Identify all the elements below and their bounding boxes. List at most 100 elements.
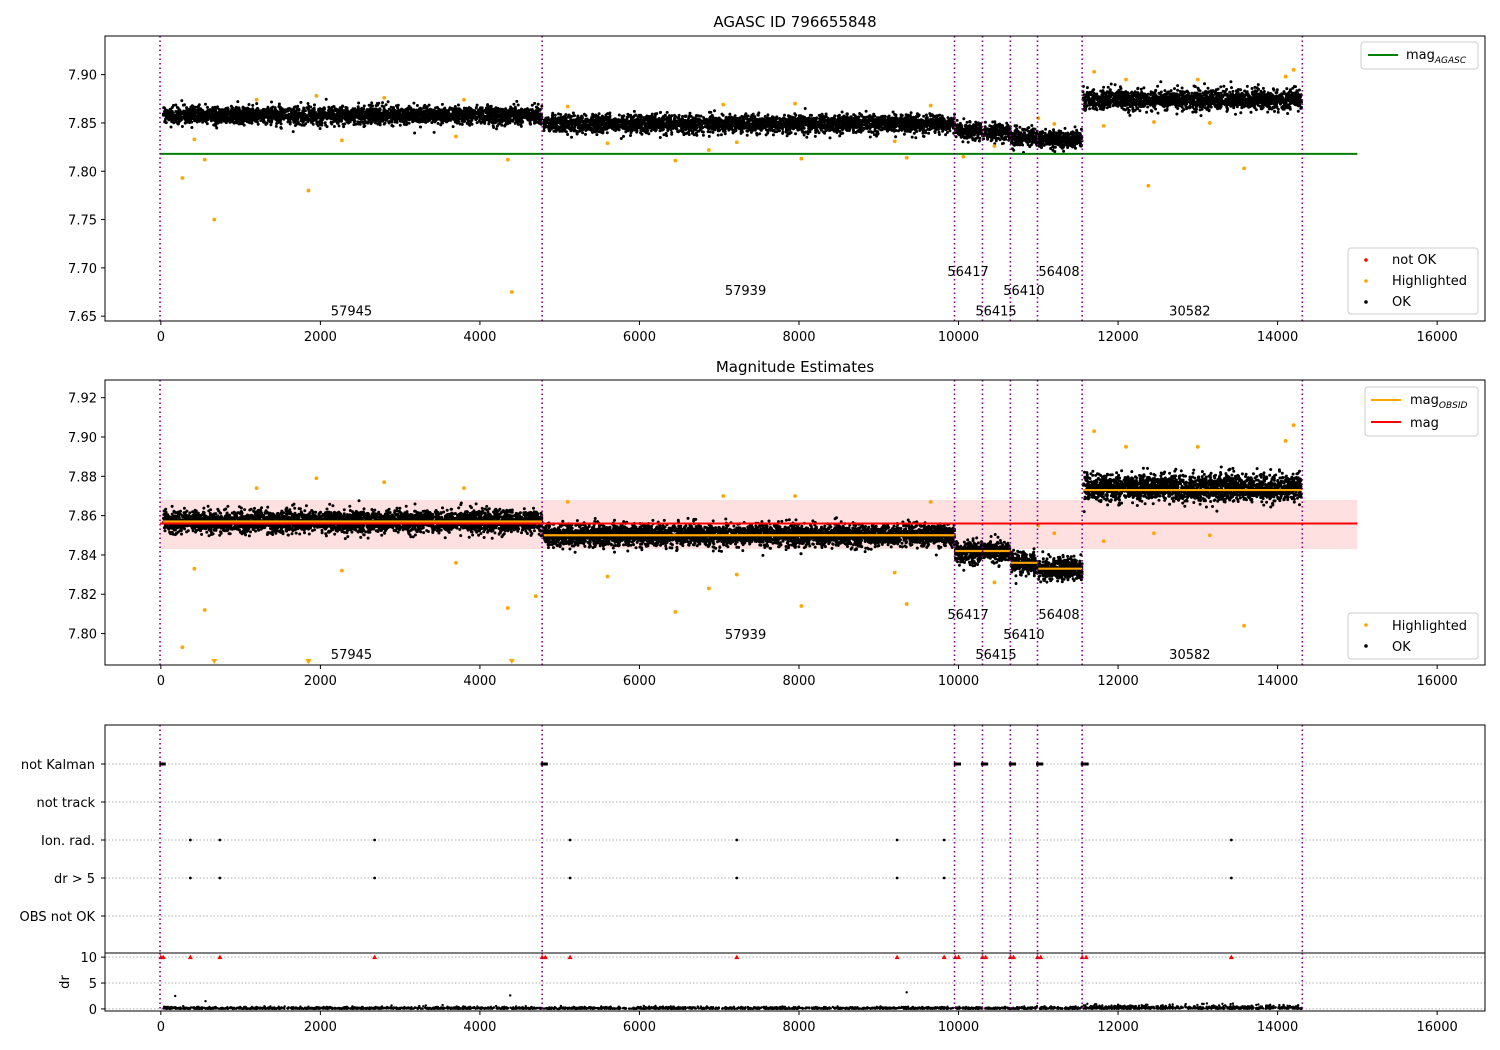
dr-outlier-2: [509, 994, 512, 997]
highlighted-point-14: [892, 139, 897, 144]
highlighted-point-10: [706, 586, 711, 591]
dr5-mark-3: [568, 876, 572, 880]
highlighted-point-14: [904, 602, 909, 606]
y-tick-label-1: 5: [89, 977, 97, 992]
flag-label-2: Ion. rad.: [41, 834, 95, 849]
highlighted-point-23: [254, 97, 259, 102]
highlighted-point-9: [673, 610, 678, 614]
highlighted-point-32: [1052, 122, 1057, 126]
flag-label-0: not Kalman: [21, 758, 95, 773]
ion-rad-mark-7: [1229, 838, 1233, 842]
dr-clipped-3: [217, 954, 223, 960]
legend-not-ok: not OK: [1392, 253, 1437, 268]
clipped-marker-1: [305, 659, 312, 664]
ion-rad-mark-2: [373, 838, 377, 842]
dr-clipped-17: [1034, 954, 1040, 960]
dr5-mark-5: [895, 876, 899, 880]
dr-panel: 0 2000 4000 6000 8000 10000 12000 14000 16000 0 5 1…: [58, 951, 1486, 1035]
ok-points: [162, 465, 1303, 585]
highlighted-point-20: [1152, 120, 1156, 124]
x-tick-label-2: 4000: [463, 1020, 496, 1035]
dr-points: [162, 1002, 1303, 1011]
ion-rad-mark-4: [735, 838, 739, 842]
highlighted-point-0: [180, 645, 185, 650]
obsid-label-0: 57945: [331, 304, 372, 319]
dr-clipped-10: [941, 954, 947, 960]
obsid-label-4: 56410: [1003, 284, 1044, 299]
dr-clipped-6: [542, 954, 548, 960]
ion-rad-mark-1: [218, 838, 222, 842]
highlighted-point-37: [1291, 67, 1296, 72]
dr-outlier-3: [905, 991, 908, 994]
not-kalman-mark-0: [159, 762, 164, 766]
y-tick-label-2: 7.84: [68, 549, 97, 564]
x-tick-label-3: 6000: [623, 330, 656, 345]
x-tick-label-2: 4000: [463, 330, 496, 345]
dr-ylabel: dr: [58, 975, 73, 989]
legend-mag-agasc: magAGASC: [1406, 48, 1467, 66]
x-tick-label-6: 12000: [1097, 330, 1138, 345]
not-kalman-mark-3: [543, 762, 548, 766]
obsid-label-6: 30582: [1169, 648, 1210, 663]
not-kalman-mark-8: [1008, 762, 1013, 766]
x-tick-label-5: 10000: [938, 330, 979, 345]
legend-not-ok-marker: [1364, 258, 1368, 262]
highlighted-point-4: [340, 568, 344, 573]
highlighted-point-0: [180, 176, 185, 180]
obsid-label-4: 56410: [1003, 628, 1044, 643]
highlighted-point-34: [1291, 423, 1296, 428]
highlighted-point-1: [192, 566, 197, 571]
x-tick-label-4: 8000: [782, 1020, 815, 1035]
highlighted-point-25: [382, 95, 387, 100]
highlighted-point-5: [340, 138, 344, 143]
dr-clipped-12: [956, 954, 962, 960]
x-tick-label-6: 12000: [1097, 1020, 1138, 1035]
dr-clipped-14: [983, 954, 989, 960]
highlighted-point-15: [904, 155, 909, 160]
not-kalman-mark-13: [1084, 762, 1089, 766]
flag-label-3: dr > 5: [54, 872, 95, 887]
dr-clipped-19: [1079, 954, 1085, 960]
highlighted-point-27: [928, 499, 933, 504]
dr-clipped-18: [1038, 954, 1044, 960]
y-tick-label-1: 7.82: [68, 588, 97, 603]
x-tick-label-4: 8000: [782, 330, 815, 345]
legend-highlighted-marker: [1364, 279, 1368, 283]
not-kalman-mark-7: [984, 762, 989, 766]
obsid-label-3: 56415: [975, 648, 1016, 663]
highlighted-point-18: [1101, 123, 1106, 128]
x-tick-label-7: 14000: [1257, 674, 1298, 689]
x-tick-label-8: 16000: [1416, 330, 1457, 345]
highlighted-point-8: [509, 290, 514, 294]
highlighted-point-4: [306, 188, 311, 193]
obsid-label-1: 57939: [725, 284, 766, 299]
x-tick-label-1: 2000: [304, 330, 337, 345]
panel1-title: AGASC ID 796655848: [713, 13, 876, 31]
highlighted-point-18: [1207, 533, 1212, 538]
y-tick-label-0: 0: [89, 1003, 97, 1018]
highlighted-point-19: [1242, 623, 1246, 628]
dr-clipped-9: [894, 954, 900, 960]
dr5-mark-4: [735, 876, 739, 880]
dr-clipped-13: [979, 954, 985, 960]
dr5-mark-2: [373, 876, 377, 880]
not-kalman-mark-9: [1012, 762, 1017, 766]
not-kalman-mark-6: [980, 762, 985, 766]
dr-outlier-1: [204, 999, 207, 1003]
flags-panel: not Kalman not track Ion. rad. dr > 5 OBS no…: [20, 724, 1486, 954]
highlighted-point-2: [202, 608, 207, 612]
highlighted-point-16: [1101, 539, 1106, 544]
highlighted-point-6: [454, 134, 458, 139]
ion-rad-mark-5: [895, 838, 899, 842]
not-kalman-mark-10: [1035, 762, 1040, 766]
highlighted-point-26: [793, 494, 797, 498]
highlighted-point-10: [673, 158, 678, 163]
highlighted-point-15: [992, 580, 997, 585]
highlighted-point-21: [1207, 121, 1212, 125]
panel2-marker-legend: Highlighted OK: [1347, 612, 1479, 660]
dr-clipped-21: [1228, 954, 1234, 960]
x-tick-label-0: 0: [157, 674, 165, 689]
not-kalman-mark-1: [161, 762, 166, 766]
highlighted-point-35: [1195, 77, 1200, 82]
highlighted-point-33: [1283, 439, 1288, 443]
